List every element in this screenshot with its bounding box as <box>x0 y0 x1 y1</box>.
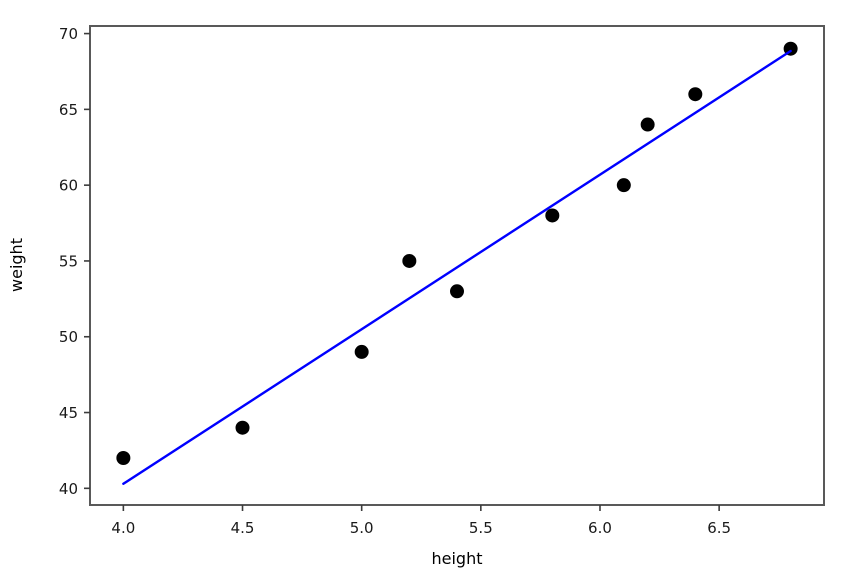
x-tick-label: 4.0 <box>111 519 135 537</box>
x-tick-label: 6.5 <box>707 519 731 537</box>
y-tick-label: 50 <box>59 328 78 346</box>
y-tick-label: 55 <box>59 252 78 270</box>
x-tick-label: 5.0 <box>350 519 374 537</box>
y-tick-label: 45 <box>59 404 78 422</box>
y-tick-label: 60 <box>59 177 78 195</box>
x-tick-label: 6.0 <box>588 519 612 537</box>
regression-line <box>122 49 792 485</box>
data-point <box>616 178 631 193</box>
data-point <box>688 87 703 102</box>
data-point <box>116 451 131 466</box>
y-tick-label: 70 <box>59 25 78 43</box>
axes-frame <box>89 25 825 506</box>
data-point <box>235 420 250 435</box>
y-tick-label: 65 <box>59 101 78 119</box>
data-point <box>354 344 369 359</box>
data-point <box>402 253 417 268</box>
data-point <box>545 208 560 223</box>
x-tick-label: 4.5 <box>231 519 255 537</box>
plot-area: 4.0 4.5 5.0 5.5 6.0 6.5 40 45 50 55 60 65 70 <box>59 25 825 537</box>
x-tick-label: 5.5 <box>469 519 493 537</box>
x-axis-label: height <box>432 549 483 568</box>
data-point <box>450 284 464 299</box>
data-point <box>640 117 655 132</box>
y-tick-label: 40 <box>59 480 78 498</box>
y-axis-label: weight <box>7 238 26 292</box>
